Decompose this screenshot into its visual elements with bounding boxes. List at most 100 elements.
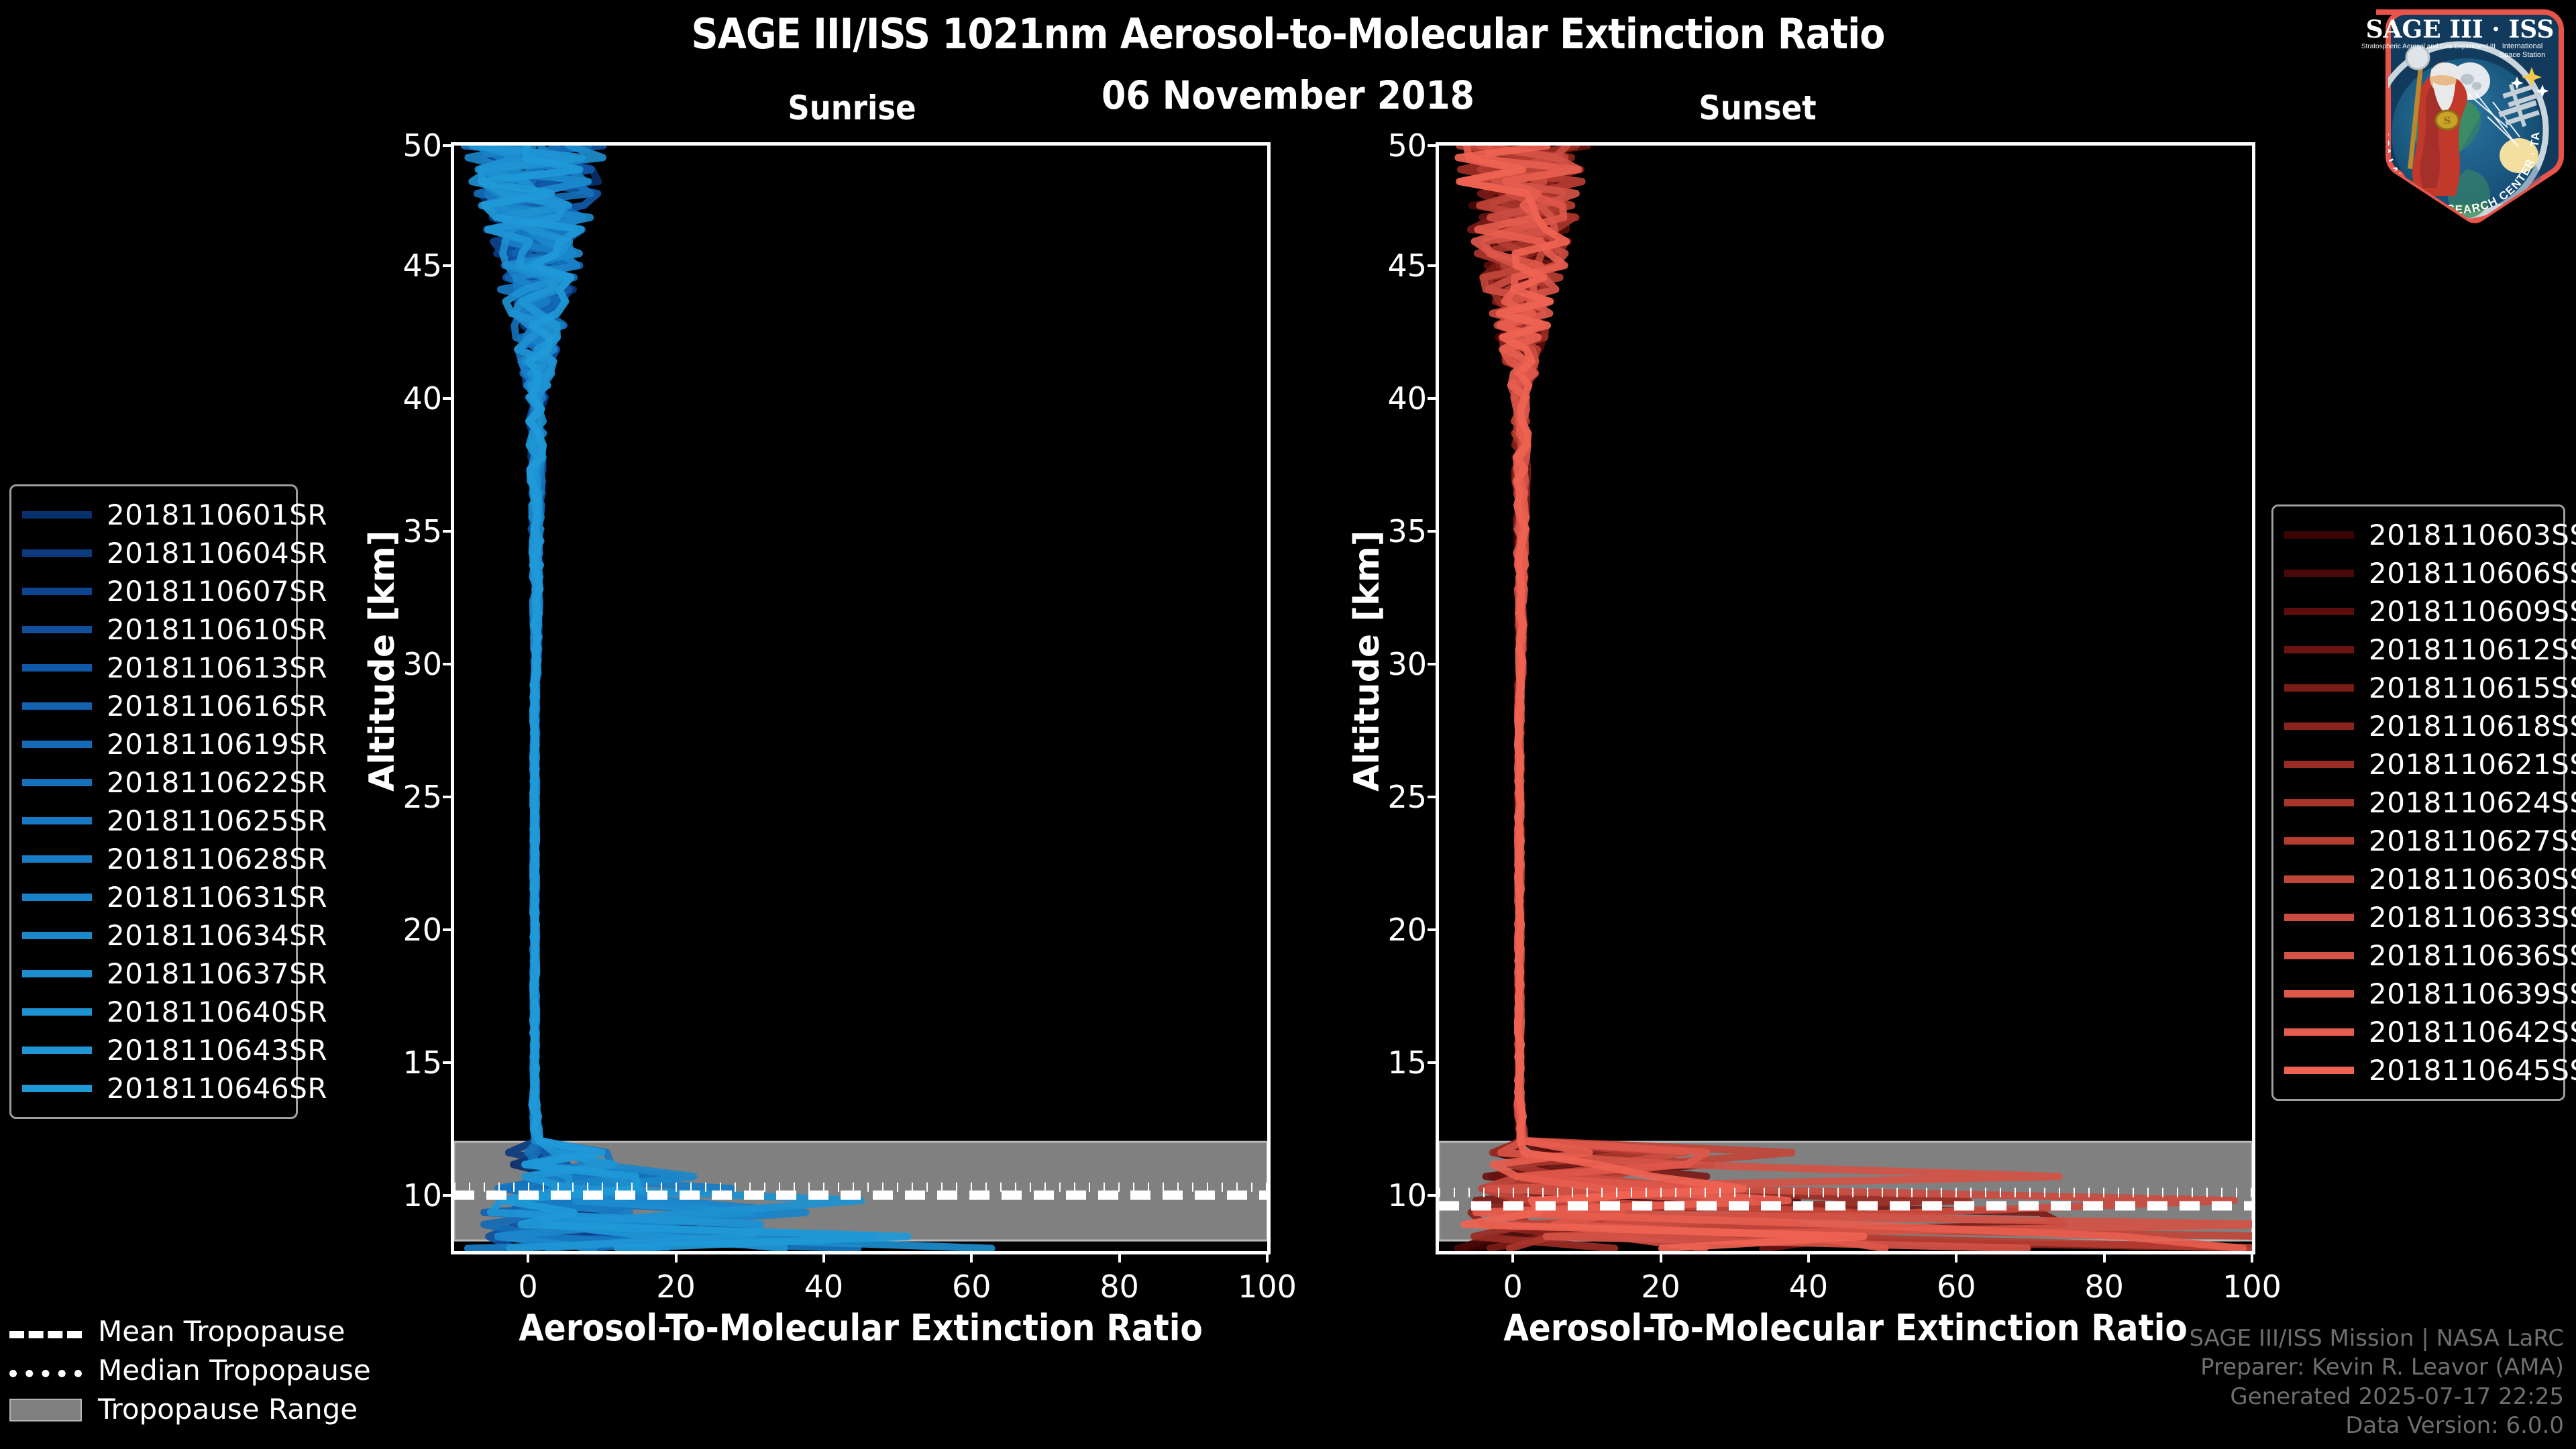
legend-label: 2018110616SR: [107, 690, 328, 722]
legend-label: 2018110634SR: [107, 919, 328, 952]
ytick-mark-25: [443, 796, 454, 799]
xtick-label-40: 40: [804, 1269, 844, 1305]
xtick-label-40: 40: [1788, 1269, 1829, 1305]
legend-item[interactable]: 2018110639SS: [2284, 975, 2576, 1013]
legend-item[interactable]: 2018110645SS: [2284, 1051, 2576, 1089]
legend-item[interactable]: 2018110637SR: [22, 955, 327, 993]
ytick-label-20: 20: [1387, 912, 1427, 949]
legend-item[interactable]: 2018110601SR: [22, 496, 327, 534]
legend-item[interactable]: 2018110609SS: [2284, 592, 2576, 631]
ytick-label-20: 20: [402, 912, 442, 949]
page-title: SAGE III/ISS 1021nm Aerosol-to-Molecular…: [691, 9, 1886, 58]
legend-color-swatch: [2284, 875, 2354, 883]
legend-item[interactable]: 2018110604SR: [22, 534, 327, 572]
legend-color-swatch: [22, 549, 92, 557]
profile-line: [1476, 146, 2252, 1251]
legend-label: 2018110618SS: [2369, 710, 2576, 743]
ytick-mark-10: [443, 1194, 454, 1197]
x-axis-label-sunrise: Aerosol-To-Molecular Extinction Ratio: [519, 1307, 1203, 1349]
ytick-mark-25: [1428, 796, 1439, 799]
legend-label-tropopause-range: Tropopause Range: [98, 1392, 358, 1426]
legend-label: 2018110645SS: [2369, 1054, 2576, 1087]
legend-color-swatch: [2284, 914, 2354, 921]
legend-item[interactable]: 2018110627SS: [2284, 822, 2576, 860]
logo-subtitle-right-1: International: [2502, 42, 2543, 50]
legend-item-mean-tropopause: Mean Tropopause: [9, 1311, 358, 1350]
legend-item[interactable]: 2018110607SR: [22, 572, 327, 610]
legend-label: 2018110636SS: [2369, 939, 2576, 972]
legend-item[interactable]: 2018110618SS: [2284, 707, 2576, 745]
legend-sunrise[interactable]: 2018110601SR 2018110604SR 2018110607SR 2018…: [9, 484, 327, 1119]
xtick-label-20: 20: [656, 1269, 696, 1305]
legend-item[interactable]: 2018110613SR: [22, 649, 327, 687]
footer-line-mission: SAGE III/ISS Mission | NASA LaRC: [2189, 1324, 2564, 1352]
legend-item[interactable]: 2018110642SS: [2284, 1013, 2576, 1051]
footer-attribution: SAGE III/ISS Mission | NASA LaRC Prepare…: [2189, 1324, 2564, 1441]
legend-tropopause: Mean Tropopause Median Tropopause Tropop…: [9, 1311, 371, 1428]
legend-label: 2018110610SR: [107, 613, 328, 646]
ytick-label-10: 10: [1387, 1177, 1427, 1214]
legend-label: 2018110622SR: [107, 766, 328, 799]
xtick-label-80: 80: [1099, 1269, 1139, 1305]
legend-item[interactable]: 2018110646SR: [22, 1069, 327, 1108]
ytick-mark-45: [443, 264, 454, 268]
legend-color-swatch: [22, 741, 92, 748]
xtick-label-60: 60: [1937, 1269, 1976, 1305]
ytick-mark-35: [443, 530, 454, 533]
legend-color-swatch: [22, 817, 92, 824]
legend-item[interactable]: 2018110625SR: [22, 802, 327, 840]
legend-item[interactable]: 2018110610SR: [22, 610, 327, 649]
legend-item[interactable]: 2018110628SR: [22, 840, 327, 878]
legend-color-swatch: [2284, 608, 2354, 615]
legend-item[interactable]: 2018110630SS: [2284, 860, 2576, 898]
legend-label-median-tropopause: Median Tropopause: [98, 1353, 371, 1387]
legend-item[interactable]: 2018110640SR: [22, 993, 327, 1031]
legend-item[interactable]: 2018110606SS: [2284, 554, 2576, 592]
legend-item[interactable]: 2018110619SR: [22, 725, 327, 763]
xtick-mark-0: [1511, 1251, 1515, 1263]
legend-label-mean-tropopause: Mean Tropopause: [98, 1314, 345, 1348]
legend-item[interactable]: 2018110615SS: [2284, 669, 2576, 707]
ytick-mark-40: [443, 397, 454, 400]
legend-item[interactable]: 2018110631SR: [22, 878, 327, 916]
ytick-label-40: 40: [1387, 380, 1427, 417]
legend-color-swatch: [22, 970, 92, 977]
legend-sunset[interactable]: 2018110603SS 2018110606SS 2018110609SS 2018…: [2271, 504, 2576, 1101]
legend-label: 2018110606SS: [2369, 557, 2576, 590]
legend-label: 2018110603SS: [2369, 519, 2576, 551]
y-axis-label-sunrise: Altitude [km]: [362, 530, 402, 792]
ytick-label-25: 25: [402, 779, 442, 816]
legend-item[interactable]: 2018110624SS: [2284, 784, 2576, 822]
legend-color-swatch: [22, 1085, 92, 1092]
ytick-mark-50: [1428, 144, 1439, 147]
legend-item[interactable]: 2018110603SS: [2284, 516, 2576, 554]
plot-canvas-sunset: [1439, 146, 2252, 1251]
xtick-mark-40: [822, 1251, 825, 1263]
legend-item[interactable]: 2018110616SR: [22, 687, 327, 725]
legend-label: 2018110601SR: [107, 498, 328, 531]
legend-color-swatch: [22, 511, 92, 519]
xtick-mark-100: [1266, 1251, 1269, 1263]
legend-label: 2018110619SR: [107, 728, 328, 761]
xtick-label-0: 0: [1503, 1269, 1523, 1305]
legend-label: 2018110625SR: [107, 804, 328, 837]
legend-item[interactable]: 2018110643SR: [22, 1031, 327, 1069]
xtick-mark-100: [2251, 1251, 2253, 1263]
legend-item[interactable]: 2018110622SR: [22, 763, 327, 802]
legend-item-tropopause-range: Tropopause Range: [9, 1389, 358, 1428]
ytick-label-50: 50: [402, 127, 442, 164]
legend-color-swatch: [22, 702, 92, 710]
ytick-label-30: 30: [1387, 646, 1427, 683]
legend-item[interactable]: 2018110612SS: [2284, 631, 2576, 669]
xtick-mark-20: [1659, 1251, 1662, 1263]
legend-item[interactable]: 2018110634SR: [22, 916, 327, 955]
legend-color-swatch: [2284, 684, 2354, 692]
ytick-label-15: 15: [1387, 1044, 1427, 1081]
legend-item[interactable]: 2018110621SS: [2284, 745, 2576, 784]
legend-label: 2018110643SR: [107, 1034, 328, 1067]
legend-label: 2018110615SS: [2369, 672, 2576, 704]
legend-item[interactable]: 2018110636SS: [2284, 936, 2576, 975]
legend-item[interactable]: 2018110633SS: [2284, 898, 2576, 936]
legend-color-swatch: [22, 626, 92, 633]
ytick-mark-20: [443, 928, 454, 932]
